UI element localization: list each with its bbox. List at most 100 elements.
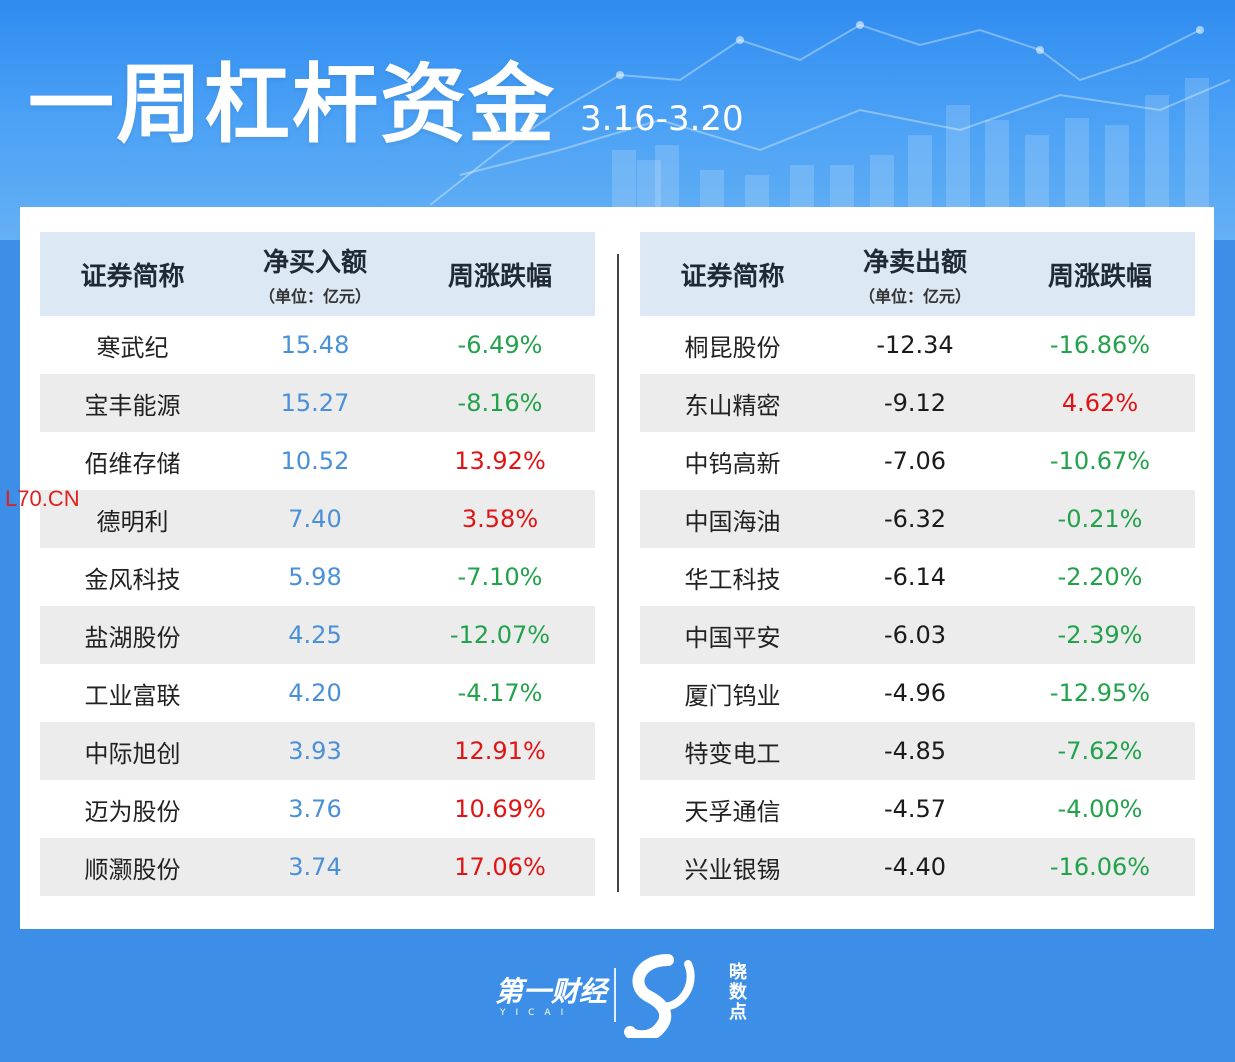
stock-name-cell: 桐昆股份 (684, 333, 781, 362)
stock-name-cell: 盐湖股份 (40, 606, 225, 664)
stock-name-cell: 顺灏股份 (40, 838, 225, 896)
table-row: 顺灏股份 3.74 17.06% (40, 838, 595, 896)
logo-icon (624, 954, 695, 1038)
change-cell: -10.67% (1049, 447, 1151, 475)
change-cell: 13.92% (454, 447, 546, 475)
brand-logo-text: 第一财经 (495, 975, 608, 1008)
table-divider (617, 254, 619, 892)
stock-name-cell: 金风科技 (84, 565, 181, 594)
stock-name-cell: 厦门钨业 (684, 681, 781, 710)
stock-name-cell: 东山精密 (640, 374, 825, 432)
change-cell: -12.07% (405, 606, 595, 664)
table-row: 桐昆股份 -12.34 -16.86% (640, 316, 1195, 374)
stock-name-cell: 华工科技 (684, 565, 781, 594)
amount-cell: 15.27 (225, 374, 405, 432)
change-cell: -8.16% (405, 374, 595, 432)
amount-cell: -4.96 (883, 679, 947, 707)
change-cell: 4.62% (1005, 374, 1195, 432)
change-cell: -6.49% (457, 331, 543, 359)
amount-cell: -6.32 (825, 490, 1005, 548)
table-row: 宝丰能源 15.27 -8.16% (40, 374, 595, 432)
change-cell: -7.62% (1005, 722, 1195, 780)
stock-name-cell: 中国海油 (640, 490, 825, 548)
change-cell: 10.69% (454, 795, 546, 823)
table-row: 东山精密 -9.12 4.62% (640, 374, 1195, 432)
header-name: 证券简称 (640, 232, 825, 316)
table-header-row: 证券简称 净买入额 （单位：亿元） 周涨跌幅 (40, 232, 595, 316)
stock-name-cell: 中钨高新 (684, 449, 781, 478)
table-row: 中国平安 -6.03 -2.39% (640, 606, 1195, 664)
amount-cell: 3.74 (225, 838, 405, 896)
table-row: 盐湖股份 4.25 -12.07% (40, 606, 595, 664)
amount-cell: 15.48 (280, 331, 350, 359)
table-row: 中际旭创 3.93 12.91% (40, 722, 595, 780)
header-net-sell-label: 净卖出额 (862, 247, 967, 278)
amount-cell: 5.98 (288, 563, 342, 591)
stock-name-cell: 寒武纪 (96, 333, 169, 362)
header-unit: （单位：亿元） (258, 286, 371, 306)
table-row: 佰维存储 10.52 13.92% (40, 432, 595, 490)
brand-logo-subtext: YICAI (500, 1008, 574, 1018)
header-net-buy: 净买入额 （单位：亿元） (225, 232, 405, 316)
header-name: 证券简称 (40, 232, 225, 316)
logo-separator (614, 968, 616, 1022)
net-sell-table: 证券简称 净卖出额 （单位：亿元） 周涨跌幅 桐昆股份 -12.34 -16.86% 东… (640, 232, 1195, 896)
stock-name-cell: 兴业银锡 (640, 838, 825, 896)
table-header-row: 证券简称 净卖出额 （单位：亿元） 周涨跌幅 (640, 232, 1195, 316)
header-banner: 一周杠杆资金 3.16-3.20 (0, 0, 1235, 240)
header-change: 周涨跌幅 (1005, 232, 1195, 316)
stock-name-cell: 宝丰能源 (40, 374, 225, 432)
amount-cell: 4.20 (288, 679, 342, 707)
change-cell: -0.21% (1005, 490, 1195, 548)
amount-cell: 3.76 (288, 795, 342, 823)
change-cell: 17.06% (405, 838, 595, 896)
table-row: 迈为股份 3.76 10.69% (40, 780, 595, 838)
stock-name-cell: 迈为股份 (84, 797, 181, 826)
stock-name-cell: 特变电工 (640, 722, 825, 780)
amount-cell: -4.40 (825, 838, 1005, 896)
change-cell: -16.06% (1005, 838, 1195, 896)
amount-cell: -4.85 (825, 722, 1005, 780)
page-title: 一周杠杆资金 (28, 55, 556, 155)
change-cell: 12.91% (405, 722, 595, 780)
amount-cell: 4.25 (225, 606, 405, 664)
amount-cell: 7.40 (225, 490, 405, 548)
header-unit: （单位：亿元） (858, 286, 971, 306)
stock-name-cell: 中际旭创 (40, 722, 225, 780)
amount-cell: -12.34 (876, 331, 954, 359)
date-range: 3.16-3.20 (580, 99, 744, 139)
table-row: 华工科技 -6.14 -2.20% (640, 548, 1195, 606)
header-net-buy-label: 净买入额 (262, 247, 367, 278)
amount-cell: 10.52 (280, 447, 350, 475)
net-buy-table: 证券简称 净买入额 （单位：亿元） 周涨跌幅 寒武纪 15.48 -6.49% 宝丰能源… (40, 232, 595, 896)
amount-cell: -7.06 (883, 447, 947, 475)
header-net-sell: 净卖出额 （单位：亿元） (825, 232, 1005, 316)
amount-cell: -9.12 (825, 374, 1005, 432)
stock-name-cell: 中国平安 (640, 606, 825, 664)
table-row: 金风科技 5.98 -7.10% (40, 548, 595, 606)
table-row: 中钨高新 -7.06 -10.67% (640, 432, 1195, 490)
change-cell: 3.58% (405, 490, 595, 548)
header-change: 周涨跌幅 (405, 232, 595, 316)
amount-cell: -6.03 (825, 606, 1005, 664)
change-cell: -7.10% (457, 563, 543, 591)
amount-cell: -4.57 (883, 795, 947, 823)
change-cell: -2.39% (1005, 606, 1195, 664)
stock-name-cell: 天孚通信 (684, 797, 781, 826)
table-row: 寒武纪 15.48 -6.49% (40, 316, 595, 374)
stock-name-cell: 佰维存储 (84, 449, 181, 478)
table-row: 特变电工 -4.85 -7.62% (640, 722, 1195, 780)
table-row: 德明利 7.40 3.58% (40, 490, 595, 548)
table-row: 中国海油 -6.32 -0.21% (640, 490, 1195, 548)
watermark-text: L70.CN (5, 486, 80, 511)
amount-cell: -6.14 (883, 563, 947, 591)
change-cell: -2.20% (1057, 563, 1143, 591)
amount-cell: 3.93 (225, 722, 405, 780)
table-row: 厦门钨业 -4.96 -12.95% (640, 664, 1195, 722)
table-row: 工业富联 4.20 -4.17% (40, 664, 595, 722)
change-cell: -16.86% (1049, 331, 1151, 359)
table-row: 天孚通信 -4.57 -4.00% (640, 780, 1195, 838)
stock-name-cell: 德明利 (40, 490, 225, 548)
change-cell: -12.95% (1049, 679, 1151, 707)
table-row: 兴业银锡 -4.40 -16.06% (640, 838, 1195, 896)
